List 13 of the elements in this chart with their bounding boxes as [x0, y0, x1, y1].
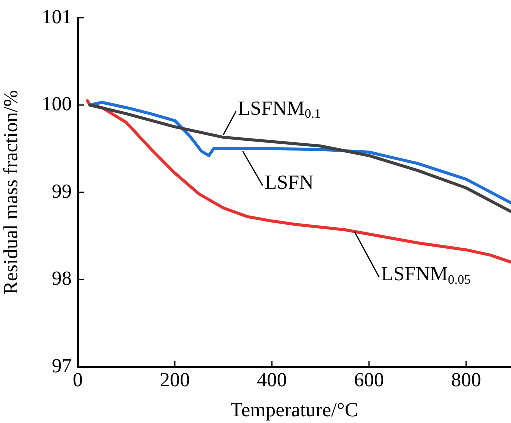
y-tick-label: 100: [42, 94, 72, 116]
x-axis-title: Temperature/°C: [230, 399, 358, 422]
y-tick-label: 97: [52, 355, 72, 378]
x-tick-label: 200: [160, 369, 190, 392]
y-tick-label: 98: [52, 268, 72, 290]
x-tick-label: 400: [257, 369, 288, 392]
y-axis-title: Residual mass fraction/%: [0, 90, 22, 295]
x-tick-label: 0: [73, 369, 83, 392]
y-tick-label: 101: [42, 6, 72, 28]
x-tick-label: 600: [354, 369, 384, 392]
x-tick-label: 800: [451, 369, 482, 392]
y-tick-label: 99: [52, 180, 72, 203]
series-label: LSFN: [264, 172, 314, 194]
